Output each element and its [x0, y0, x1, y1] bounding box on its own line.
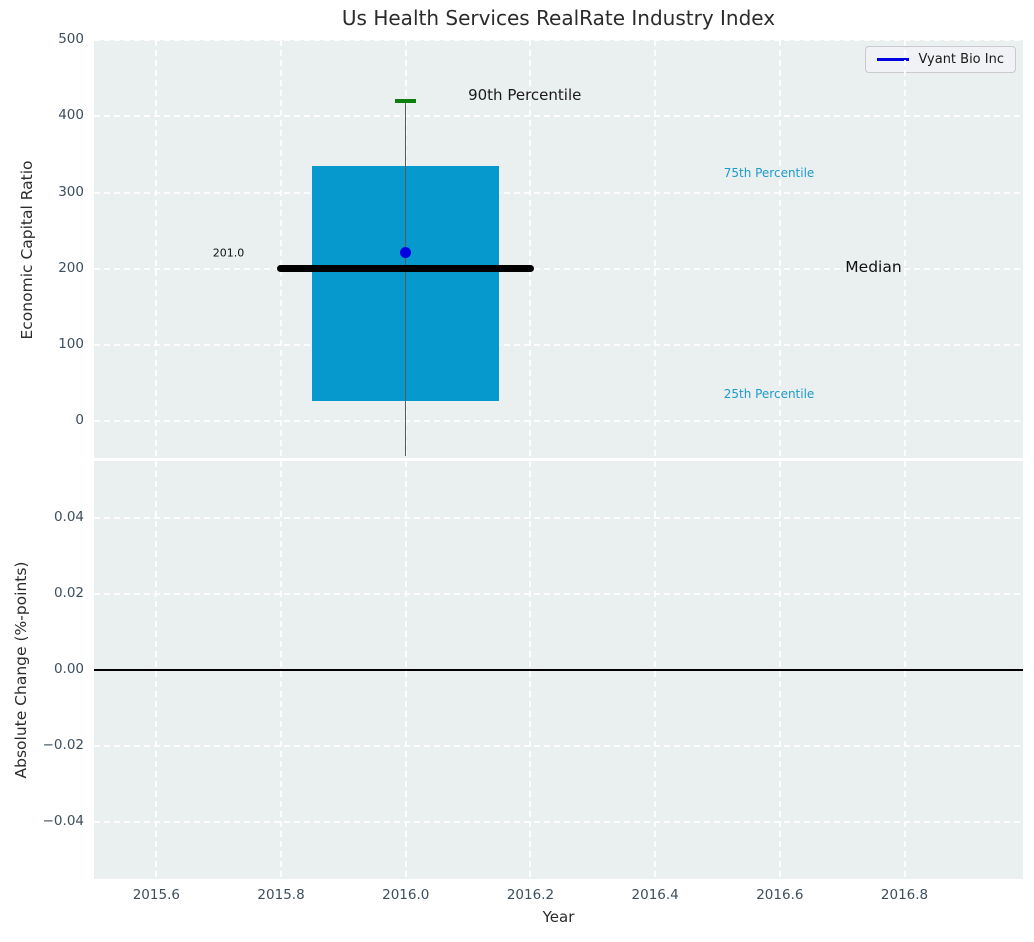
gridline-vertical	[280, 40, 283, 458]
y-tick-label: 500	[58, 31, 84, 47]
y-tick-label: 200	[58, 259, 84, 276]
x-tick-label: 2016.8	[880, 887, 929, 903]
gridline-vertical	[529, 40, 532, 458]
label-median: Median	[845, 258, 902, 277]
gridline-horizontal	[94, 39, 1023, 41]
y-tick-label: 300	[58, 183, 84, 200]
x-axis-label: Year	[542, 908, 575, 926]
x-tick-label: 2016.4	[631, 887, 679, 903]
p90-cap	[395, 99, 417, 104]
whisker-line	[404, 101, 407, 456]
data-point	[400, 247, 412, 259]
x-tick-label: 2015.8	[257, 887, 305, 903]
y-tick-label: 0.02	[53, 585, 84, 601]
y-tick-label: −0.04	[42, 813, 84, 829]
bottom-axes: 0.04 0.02 0.00 −0.02 −0.04 2015.6 2015.8 2016.0…	[43, 461, 1023, 903]
top-axes: Vyant Bio Inc 0 100 200 300 400 500 90th Perce…	[58, 31, 1023, 458]
gridline-horizontal	[94, 593, 1023, 595]
gridline-horizontal	[94, 115, 1023, 118]
chart-title: Us Health Services RealRate Industry Ind…	[341, 6, 776, 30]
label-25th-percentile: 25th Percentile	[723, 386, 815, 401]
zero-line	[94, 669, 1023, 671]
label-75th-percentile: 75th Percentile	[723, 166, 815, 181]
gridline-vertical	[654, 40, 657, 458]
gridline-horizontal	[94, 191, 1023, 194]
x-tick-label: 2015.6	[132, 887, 180, 903]
label-90th-percentile: 90th Percentile	[468, 85, 582, 104]
gridline-horizontal	[94, 745, 1023, 747]
x-tick-label: 2016.2	[506, 887, 555, 903]
legend: Vyant Bio Inc	[865, 46, 1016, 73]
label-median-value: 201.0	[212, 246, 245, 260]
gridline-horizontal	[94, 821, 1023, 823]
gridline-vertical	[778, 40, 781, 458]
y-tick-label: 100	[58, 336, 84, 353]
gridline-vertical	[903, 40, 906, 458]
gridline-horizontal	[94, 344, 1023, 347]
y-tick-label: 400	[58, 107, 84, 124]
y-tick-label: 0	[75, 412, 84, 429]
gridline-horizontal	[94, 267, 1023, 270]
legend-line-swatch	[877, 58, 910, 61]
x-tick-label: 2016.0	[382, 887, 430, 903]
legend-label: Vyant Bio Inc	[918, 52, 1004, 67]
y-tick-label: −0.02	[42, 737, 84, 753]
gridline-vertical	[155, 40, 158, 458]
y-tick-label: 0.04	[53, 509, 84, 525]
gridline-horizontal	[94, 517, 1023, 519]
median-line	[277, 264, 535, 272]
gridline-horizontal	[94, 420, 1023, 423]
y-tick-label: 0.00	[53, 661, 84, 677]
x-tick-label: 2016.6	[756, 887, 804, 903]
